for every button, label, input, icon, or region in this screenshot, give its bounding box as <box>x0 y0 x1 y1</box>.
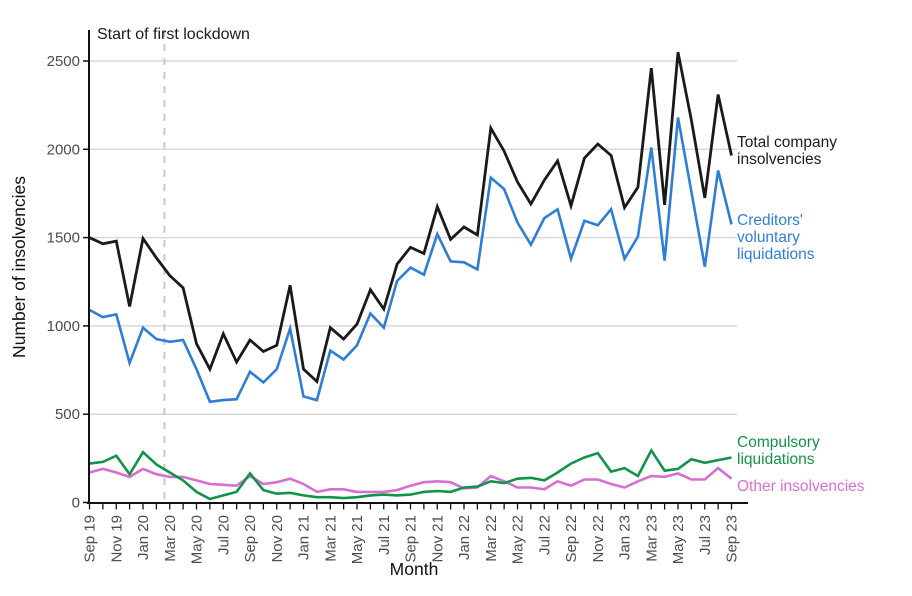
x-tick-label-jul-22: Jul 22 <box>536 515 553 555</box>
x-tick-label-sep-19: Sep 19 <box>82 515 99 563</box>
series-line-creditors-voluntary-liquidations <box>88 117 733 404</box>
series-label-compulsory-liquidations-line1: Compulsory <box>737 434 820 451</box>
tick-labels: 0 500 1000 1500 2000 2500 Sep 19 Nov 19 Jan 20 Ma… <box>47 53 741 564</box>
series-label-total-company-insolvencies-line2: insolvencies <box>737 151 822 168</box>
y-tick-label-0: 0 <box>72 495 80 512</box>
series-line-total-company-insolvencies <box>88 51 733 385</box>
series-lines <box>88 51 733 501</box>
gridlines <box>89 60 737 415</box>
y-tick-label-1500: 1500 <box>47 230 80 247</box>
x-tick-label-mar-22: Mar 22 <box>483 515 500 562</box>
x-tick-label-may-20: May 20 <box>189 515 206 564</box>
series-line-compulsory-liquidations <box>89 447 732 501</box>
series-label-creditors-voluntary-liquidations-line2: voluntary <box>737 229 800 246</box>
x-tick-label-mar-23: Mar 23 <box>643 515 660 562</box>
annotation-start-of-first-lockdown: Start of first lockdown <box>97 26 250 43</box>
y-axis-title: Number of insolvencies <box>9 176 29 358</box>
series-label-creditors-voluntary-liquidations-line3: liquidations <box>737 246 815 263</box>
series-label-other-insolvencies-line1: Other insolvencies <box>737 478 865 495</box>
x-tick-label-nov-20: Nov 20 <box>269 515 286 563</box>
y-tick-label-2500: 2500 <box>47 53 80 70</box>
x-tick-label-nov-21: Nov 21 <box>429 515 446 563</box>
x-tick-label-jan-20: Jan 20 <box>135 515 152 560</box>
x-tick-label-may-22: May 22 <box>510 515 527 564</box>
x-tick-label-jul-23: Jul 23 <box>697 515 714 555</box>
x-tick-label-sep-22: Sep 22 <box>563 515 580 563</box>
series-label-compulsory-liquidations-line2: liquidations <box>737 451 815 468</box>
x-tick-label-sep-20: Sep 20 <box>242 515 259 563</box>
x-tick-label-jan-21: Jan 21 <box>296 515 313 560</box>
x-axis-title: Month <box>390 559 439 579</box>
x-tick-label-nov-19: Nov 19 <box>108 515 125 563</box>
x-tick-label-sep-21: Sep 21 <box>403 515 420 563</box>
x-tick-label-jan-22: Jan 22 <box>456 515 473 560</box>
x-tick-label-sep-23: Sep 23 <box>724 515 741 563</box>
x-tick-label-mar-20: Mar 20 <box>162 515 179 562</box>
x-tick-label-jan-23: Jan 23 <box>617 515 634 560</box>
x-tick-label-nov-22: Nov 22 <box>590 515 607 563</box>
x-tick-label-may-23: May 23 <box>670 515 687 564</box>
x-tick-label-jul-21: Jul 21 <box>376 515 393 555</box>
series-label-creditors-voluntary-liquidations-line1: Creditors' <box>737 212 803 229</box>
series-label-total-company-insolvencies-line1: Total company <box>737 134 837 151</box>
x-tick-label-jul-20: Jul 20 <box>215 515 232 555</box>
y-tick-label-500: 500 <box>55 406 80 423</box>
x-tick-label-mar-21: Mar 21 <box>322 515 339 562</box>
series-line-other-insolvencies <box>89 466 733 494</box>
y-tick-label-2000: 2000 <box>47 141 80 158</box>
x-tick-label-may-21: May 21 <box>349 515 366 564</box>
axes <box>83 30 748 510</box>
y-tick-label-1000: 1000 <box>47 318 80 335</box>
